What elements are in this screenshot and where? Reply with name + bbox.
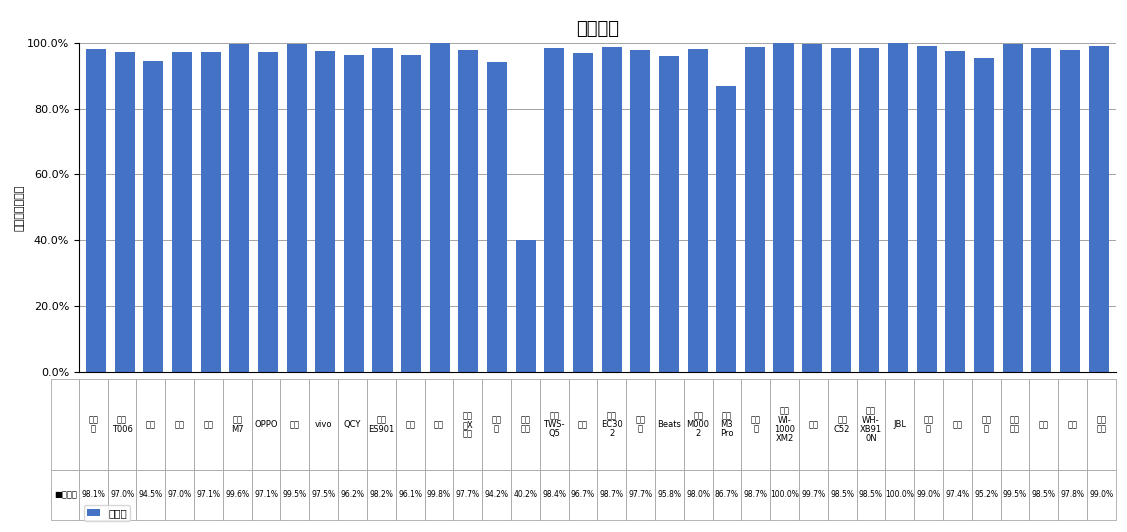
Bar <box>916 46 937 372</box>
Title: 通话降噪: 通话降噪 <box>576 20 619 38</box>
Bar <box>429 43 450 372</box>
Bar <box>516 240 535 372</box>
Bar <box>1089 46 1109 372</box>
Bar <box>1031 47 1051 372</box>
Bar <box>831 47 851 372</box>
Bar <box>773 43 793 372</box>
Bar <box>143 61 163 372</box>
Bar <box>974 59 994 372</box>
Bar <box>401 55 421 372</box>
Bar <box>229 44 249 372</box>
Y-axis label: 主观测试正确率: 主观测试正确率 <box>15 184 24 231</box>
Bar <box>286 44 307 372</box>
Bar <box>888 43 908 372</box>
Bar <box>745 47 765 372</box>
Bar <box>802 44 823 372</box>
Bar <box>1059 50 1080 372</box>
Bar <box>86 49 106 372</box>
Bar <box>372 48 392 372</box>
Bar <box>1003 44 1022 372</box>
Bar <box>602 47 622 372</box>
Bar <box>459 50 479 372</box>
Bar <box>172 53 192 372</box>
Bar <box>659 56 678 372</box>
Bar <box>630 50 650 372</box>
Bar <box>946 51 966 372</box>
Bar <box>487 62 507 372</box>
Bar <box>573 53 593 372</box>
Legend: 正确率: 正确率 <box>85 505 130 521</box>
Bar <box>258 52 278 372</box>
Bar <box>344 55 364 372</box>
Bar <box>115 53 135 372</box>
Bar <box>201 52 221 372</box>
Bar <box>316 51 335 372</box>
Bar <box>716 86 736 372</box>
Bar <box>860 47 879 372</box>
Bar <box>687 49 708 372</box>
Bar <box>544 48 565 372</box>
